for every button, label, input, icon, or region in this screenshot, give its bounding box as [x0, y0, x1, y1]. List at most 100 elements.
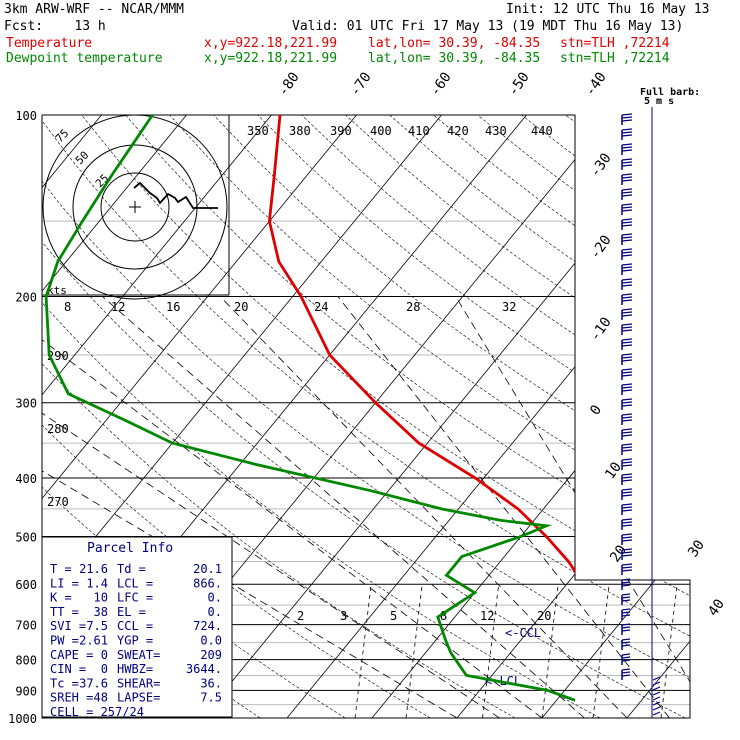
- wind-barb-feather: [621, 473, 633, 476]
- wind-barb-feather: [621, 398, 633, 401]
- wind-barb-feather: [621, 461, 633, 464]
- isotherm-line: [541, 115, 690, 718]
- parcel-label: LCL =: [117, 576, 153, 590]
- chart-frame: [41, 114, 691, 719]
- isotherm-line: [286, 115, 690, 718]
- isotherm-line: [42, 115, 442, 718]
- wind-barb-feather: [621, 278, 633, 281]
- dry-adiabat-line: [433, 115, 690, 718]
- wind-barb-low: [652, 706, 661, 711]
- dewpoint-station: stn=TLH ,72214: [560, 51, 670, 66]
- parcel-value: 866.: [193, 576, 222, 590]
- isotherm-label: -70: [347, 69, 375, 99]
- wind-barb-feather: [621, 551, 633, 554]
- parcel-label: CCL =: [117, 619, 153, 633]
- wind-barb-feather: [621, 644, 631, 647]
- wind-barb-low: [652, 691, 661, 696]
- dewpoint-legend: Dewpoint temperature: [6, 51, 163, 66]
- wind-barb-feather: [621, 404, 633, 407]
- wind-barb-feather: [621, 158, 633, 161]
- init-time: Init: 12 UTC Thu 16 May 13: [506, 2, 710, 17]
- mixing-ratio-label: 20: [537, 609, 551, 623]
- wind-barb-feather: [621, 194, 633, 197]
- parcel-value: 1.4: [86, 576, 108, 590]
- mixing-ratio-line: [482, 584, 500, 718]
- dry-adiabat-line: [169, 115, 690, 718]
- wind-barb-feather: [621, 623, 631, 626]
- parcel-label: EL =: [117, 605, 146, 619]
- dry-adiabat-line: [81, 115, 690, 718]
- parcel-value: 209: [200, 648, 222, 662]
- wind-barb-feather: [621, 119, 633, 122]
- parcel-label: SREH =: [50, 691, 93, 705]
- wind-barb-feather: [621, 371, 633, 374]
- wind-barb-feather: [621, 569, 633, 572]
- theta-label: 350: [247, 124, 269, 138]
- moist-adiabat-line: [42, 296, 500, 718]
- pressure-label: 600: [15, 578, 37, 592]
- parcel-info-title: Parcel Info: [87, 541, 173, 556]
- wind-barb-feather: [621, 251, 633, 254]
- isotherm-label: -50: [505, 69, 533, 99]
- parcel-value: 48: [94, 691, 108, 705]
- wind-barb-low: [652, 696, 661, 701]
- pressure-label: 800: [15, 654, 37, 668]
- wind-barb-feather: [621, 674, 631, 677]
- wind-barb-feather: [621, 131, 633, 134]
- mixing-ratio-label: 2: [297, 609, 304, 623]
- temperature-profile: [267, 115, 575, 574]
- wind-barb-feather: [621, 533, 633, 536]
- parcel-value: 21.6: [79, 562, 108, 576]
- wind-barb-feather: [621, 464, 633, 467]
- parcel-value: 0: [101, 662, 108, 676]
- wind-barb-feather: [621, 566, 633, 569]
- wind-barb-feather: [621, 284, 633, 287]
- wind-barb-feather: [621, 509, 633, 512]
- wind-barb-feather: [621, 296, 633, 299]
- wind-barb-feather: [621, 446, 633, 449]
- isotherm-label: -60: [427, 69, 455, 99]
- height-label: 8: [64, 300, 71, 314]
- theta-label: 420: [447, 124, 469, 138]
- wind-barb-feather: [621, 608, 631, 611]
- theta-label: 440: [531, 124, 553, 138]
- mixing-ratio-line: [592, 584, 610, 718]
- wind-barb-feather: [621, 341, 633, 344]
- wind-barb-feather: [621, 521, 633, 524]
- wind-barb-low: [652, 681, 661, 686]
- wind-barb-feather: [621, 524, 633, 527]
- dewpoint-xy: x,y=922.18,221.99: [204, 51, 338, 66]
- wind-barb-feather: [621, 491, 633, 494]
- parcel-value: 2.61: [79, 634, 108, 648]
- isotherm-line: [42, 115, 187, 718]
- isotherm-label: -10: [587, 314, 615, 344]
- wind-barb-feather: [621, 179, 633, 182]
- dry-adiabat-line: [213, 115, 690, 718]
- wind-barb-feather: [621, 476, 633, 479]
- mixing-ratio-line: [405, 584, 423, 718]
- temperature-legend: Temperature: [6, 36, 93, 51]
- isotherm-line: [626, 115, 690, 718]
- dry-adiabat-line: [521, 115, 690, 718]
- moist-adiabat-line: [219, 296, 628, 718]
- parcel-value: 0: [101, 648, 108, 662]
- wind-barb-feather: [621, 413, 633, 416]
- wind-barb-feather: [621, 563, 633, 566]
- parcel-cell: CELL = 257/24: [50, 705, 144, 719]
- parcel-value: 7.5: [200, 691, 222, 705]
- mixing-ratio-line: [354, 584, 372, 718]
- wind-barb-feather: [621, 428, 633, 431]
- wind-barb-feather: [621, 254, 633, 257]
- parcel-value: 20.1: [193, 562, 222, 576]
- wind-barb-feather: [621, 599, 631, 602]
- wind-barb-feather: [621, 584, 631, 587]
- wind-barb-feather: [621, 419, 633, 422]
- hodograph-ring: [72, 144, 198, 270]
- parcel-label: Td =: [117, 562, 146, 576]
- parcel-value: 38: [94, 605, 108, 619]
- parcel-label: SVI =: [50, 619, 86, 633]
- temperature-latlon: lat,lon= 30.39, -84.35: [368, 36, 541, 51]
- pressure-label: 500: [15, 530, 37, 544]
- moist-adiabat-line: [455, 296, 690, 718]
- theta-label: 410: [408, 124, 430, 138]
